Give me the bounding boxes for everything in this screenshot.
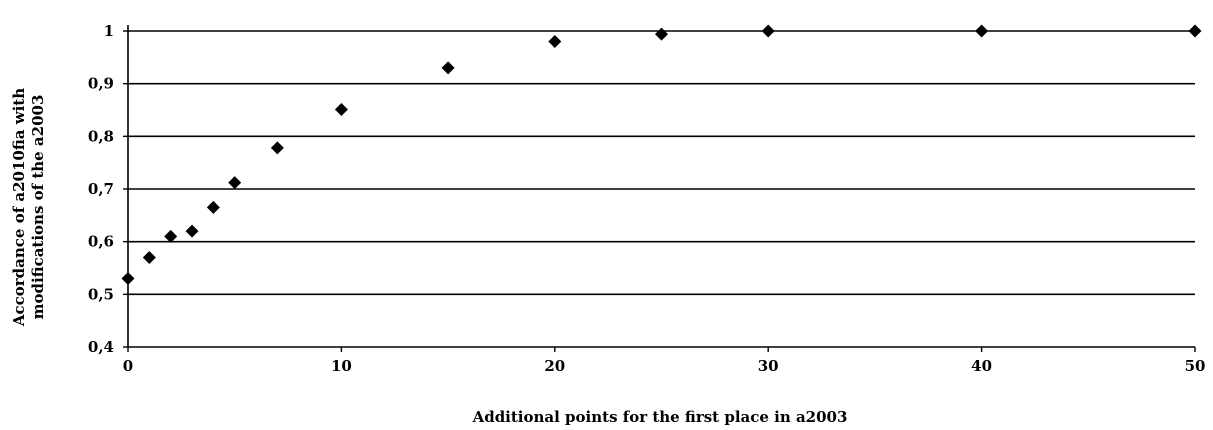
x-tick-label-1: 10 xyxy=(331,357,352,375)
data-point-13 xyxy=(1188,24,1202,38)
tick-labels: 0,40,50,60,70,80,910 10 20 30 40 50 xyxy=(88,22,1206,375)
data-point-2 xyxy=(164,229,178,243)
y-axis-title-line-1: Accordance of a2010fia with xyxy=(10,88,28,327)
data-point-11 xyxy=(761,24,775,38)
y-axis-title-line-2: modifications of the a2003 xyxy=(29,95,47,320)
data-point-6 xyxy=(270,141,284,155)
y-tick-label-2: 0,6 xyxy=(88,233,114,251)
data-point-1 xyxy=(142,250,156,264)
data-point-12 xyxy=(975,24,989,38)
y-tick-label-1: 0,5 xyxy=(88,285,114,303)
x-axis-title: Additional points for the first place in… xyxy=(472,408,848,426)
y-tick-label-5: 0,9 xyxy=(88,75,114,93)
x-tick-label-2: 20 xyxy=(544,357,565,375)
y-tick-label-0: 0,4 xyxy=(88,338,114,356)
x-tick-label-3: 30 xyxy=(758,357,779,375)
data-point-4 xyxy=(206,200,220,214)
grid-lines xyxy=(128,30,1195,296)
y-tick-label-4: 0,8 xyxy=(88,127,114,145)
data-point-7 xyxy=(334,102,348,116)
y-tick-label-6: 1 xyxy=(104,22,114,40)
y-axis-title: Accordance of a2010fia with modification… xyxy=(10,88,47,327)
data-point-9 xyxy=(548,35,562,49)
x-tick-label-5: 50 xyxy=(1185,357,1206,375)
data-point-8 xyxy=(441,61,455,75)
axes xyxy=(123,25,1196,352)
data-point-0 xyxy=(121,272,135,286)
data-point-5 xyxy=(228,176,242,190)
data-point-3 xyxy=(185,224,199,238)
x-tick-label-0: 0 xyxy=(123,357,133,375)
data-points xyxy=(121,24,1202,286)
x-tick-label-4: 40 xyxy=(971,357,992,375)
y-tick-label-3: 0,7 xyxy=(88,180,114,198)
data-point-10 xyxy=(655,27,668,41)
